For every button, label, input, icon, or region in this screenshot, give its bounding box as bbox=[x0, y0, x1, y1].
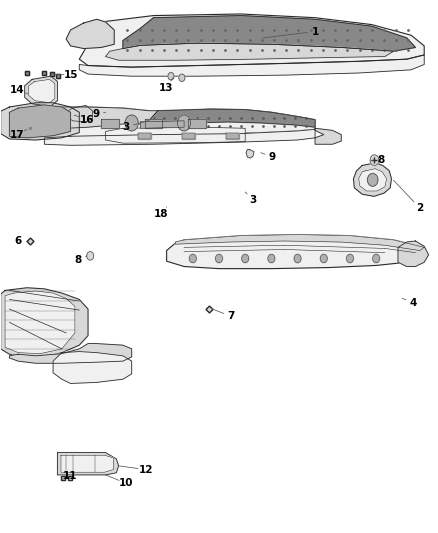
Polygon shape bbox=[101, 119, 119, 128]
Circle shape bbox=[320, 254, 327, 263]
Polygon shape bbox=[175, 235, 424, 251]
Polygon shape bbox=[106, 43, 394, 60]
Circle shape bbox=[294, 254, 301, 263]
Text: 2: 2 bbox=[416, 203, 424, 213]
Text: 7: 7 bbox=[227, 311, 235, 321]
Polygon shape bbox=[53, 352, 132, 383]
Text: 18: 18 bbox=[154, 209, 169, 220]
Polygon shape bbox=[10, 107, 158, 130]
Polygon shape bbox=[61, 455, 113, 472]
Polygon shape bbox=[57, 453, 119, 475]
Text: 12: 12 bbox=[138, 465, 153, 474]
Text: 3: 3 bbox=[249, 195, 257, 205]
Text: 9: 9 bbox=[92, 109, 99, 119]
Circle shape bbox=[242, 254, 249, 263]
Text: 16: 16 bbox=[80, 115, 95, 125]
Text: 6: 6 bbox=[14, 236, 22, 246]
Text: 10: 10 bbox=[119, 479, 134, 488]
Circle shape bbox=[87, 252, 94, 260]
Circle shape bbox=[189, 254, 196, 263]
Polygon shape bbox=[106, 127, 245, 143]
Polygon shape bbox=[359, 168, 387, 191]
Polygon shape bbox=[1, 288, 88, 357]
Text: 8: 8 bbox=[75, 255, 82, 265]
Circle shape bbox=[373, 254, 380, 263]
Circle shape bbox=[168, 72, 174, 80]
Text: 9: 9 bbox=[268, 152, 276, 162]
Text: 11: 11 bbox=[63, 472, 77, 481]
Polygon shape bbox=[10, 105, 71, 138]
Polygon shape bbox=[398, 241, 428, 266]
Circle shape bbox=[177, 115, 191, 131]
Circle shape bbox=[370, 155, 379, 165]
Polygon shape bbox=[1, 103, 79, 140]
Text: 15: 15 bbox=[64, 70, 79, 80]
Polygon shape bbox=[246, 150, 254, 158]
Polygon shape bbox=[141, 121, 184, 128]
Polygon shape bbox=[28, 79, 55, 103]
Circle shape bbox=[125, 115, 138, 131]
Polygon shape bbox=[25, 76, 57, 106]
Text: 3: 3 bbox=[122, 122, 130, 132]
Polygon shape bbox=[10, 107, 315, 138]
Polygon shape bbox=[138, 133, 151, 139]
Polygon shape bbox=[67, 106, 92, 122]
Polygon shape bbox=[226, 133, 239, 139]
Polygon shape bbox=[315, 128, 341, 144]
Polygon shape bbox=[10, 344, 132, 364]
Text: 14: 14 bbox=[10, 85, 25, 95]
Polygon shape bbox=[149, 109, 315, 127]
Text: 1: 1 bbox=[311, 27, 319, 37]
Polygon shape bbox=[44, 130, 315, 146]
Text: 4: 4 bbox=[410, 297, 417, 308]
Circle shape bbox=[367, 173, 378, 186]
Circle shape bbox=[179, 74, 185, 82]
Circle shape bbox=[346, 254, 353, 263]
Polygon shape bbox=[353, 163, 392, 196]
Polygon shape bbox=[5, 291, 75, 354]
Circle shape bbox=[268, 254, 275, 263]
Circle shape bbox=[215, 254, 223, 263]
Polygon shape bbox=[79, 14, 424, 67]
Polygon shape bbox=[145, 119, 162, 128]
Text: 13: 13 bbox=[159, 83, 173, 93]
Text: 17: 17 bbox=[10, 130, 25, 140]
Polygon shape bbox=[123, 15, 416, 51]
Polygon shape bbox=[182, 133, 195, 139]
Polygon shape bbox=[66, 19, 114, 49]
Polygon shape bbox=[79, 55, 424, 76]
Polygon shape bbox=[21, 122, 46, 135]
Polygon shape bbox=[166, 235, 424, 269]
Polygon shape bbox=[188, 119, 206, 128]
Text: 8: 8 bbox=[378, 155, 385, 165]
